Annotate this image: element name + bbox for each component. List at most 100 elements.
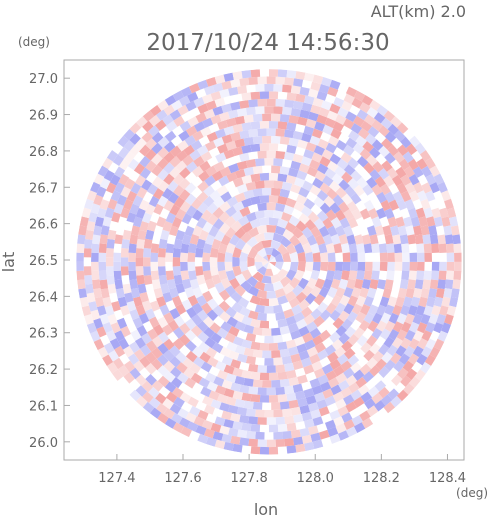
y-axis-label: lat [0,252,18,273]
radar-cell [301,357,313,368]
radar-cell [261,328,272,336]
radar-cell [99,199,110,210]
radar-cell [208,225,220,238]
radar-cell [305,118,317,129]
radar-cell [286,422,297,432]
radar-cell [202,270,213,281]
radar-cell [268,69,279,77]
radar-cell [192,225,203,237]
radar-cell [266,290,277,299]
radar-cell [273,83,283,92]
radar-cell [198,377,210,389]
radar-cell [172,266,181,276]
radar-cell [320,381,332,392]
radar-cell [157,316,169,329]
radar-cell [386,167,399,179]
radar-cell [416,322,428,334]
radar-cell [157,257,166,267]
radar-cell [205,165,218,177]
radar-cell [387,296,398,307]
radar-cell [438,270,447,281]
radar-cell [161,324,174,336]
radar-cell [330,384,342,396]
radar-cell [331,173,344,185]
radar-cell [90,181,101,193]
radar-cell [327,135,340,147]
radar-cell [384,304,395,316]
radar-cell [169,109,182,121]
radar-cell [356,270,365,281]
radar-cell [383,175,395,188]
radar-cell [333,416,345,427]
radar-cell [187,261,196,272]
radar-cell [304,418,315,429]
radar-cell [277,195,288,205]
radar-cell [234,192,246,203]
radar-cell [400,174,412,186]
radar-cell [241,122,252,131]
radar-cell [126,300,137,312]
radar-cell [175,208,187,221]
radar-cell [141,131,154,143]
radar-cell [345,374,358,387]
radar-cell [266,202,277,211]
radar-cell [153,287,164,299]
radar-cell [86,322,97,334]
radar-cell [361,234,372,245]
radar-cell [148,397,161,409]
radar-cell [76,252,84,262]
radar-cell [298,326,310,337]
radar-cell [393,151,405,164]
radar-cell [332,194,345,207]
radar-cell [380,394,393,406]
radar-cell [228,163,240,174]
radar-cell [173,315,186,328]
radar-cell [173,238,183,249]
radar-cell [357,252,366,262]
radar-cell [343,164,356,176]
radar-cell [343,144,355,156]
radar-cell [413,225,423,236]
radar-cell [187,116,199,128]
radar-cell [313,367,326,379]
radar-cell [379,296,390,308]
radar-cell [275,439,285,448]
radar-cell [237,297,250,309]
radar-cell [335,325,348,337]
radar-cell [437,330,448,342]
radar-cell [230,78,241,88]
radar-cell [431,305,441,316]
radar-cell [379,328,391,341]
radar-cell [425,190,436,202]
radar-cell [343,287,354,298]
radar-cell [268,120,279,129]
radar-cell [206,356,219,368]
radar-cell [148,114,161,127]
radar-cell [211,342,224,354]
radar-cell [271,327,281,336]
radar-cell [431,207,441,219]
radar-cell [372,261,381,272]
radar-cell [296,170,308,181]
radar-cell [391,337,403,349]
radar-cell [327,252,336,262]
radar-cell [426,296,436,308]
radar-cell [268,424,279,433]
radar-cell [364,398,376,410]
radar-cell [268,143,279,151]
radar-cell [408,270,417,281]
radar-cell [324,419,336,430]
timestamp-title: 2017/10/24 14:56:30 [146,30,389,56]
radar-cell [319,202,332,215]
radar-cell [255,158,265,167]
radar-cell [377,279,387,290]
radar-cell [246,276,258,288]
radar-cell [410,296,421,308]
radar-cell [122,345,134,358]
radar-cell [136,187,148,199]
radar-cell [202,243,213,254]
radar-cell [142,391,154,403]
radar-cell [416,353,428,366]
radar-cell [419,362,432,374]
radar-cell [142,401,155,414]
